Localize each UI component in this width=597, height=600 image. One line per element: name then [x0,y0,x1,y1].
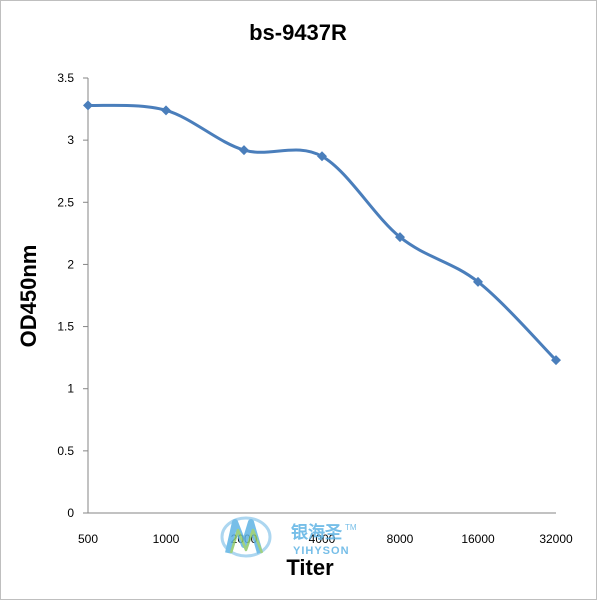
y-tick-label: 0 [67,506,74,520]
x-tick-label: 16000 [461,532,495,546]
data-point-marker [551,355,561,366]
y-tick-label: 2 [67,257,74,271]
data-point-marker [239,145,249,156]
x-tick-label: 8000 [387,532,414,546]
y-tick-label: 3 [67,133,74,147]
x-tick-label: 32000 [539,532,573,546]
plot-area [83,100,561,366]
series-line [87,103,558,362]
data-point-marker [317,151,327,162]
y-tick-label: 0.5 [57,444,74,458]
data-point-marker [473,276,483,287]
y-tick-label: 3.5 [57,71,74,85]
y-tick-label: 2.5 [57,195,74,209]
logo-text-en: YIHYSON [293,545,350,557]
y-tick-label: 1 [67,382,74,396]
data-point-marker [395,232,405,243]
x-tick-label: 1000 [153,532,180,546]
logo-text-cn: 银海圣 [291,522,343,543]
y-axis-title: OD450nm [16,245,41,348]
logo-mark-icon [220,516,272,558]
y-tick-label: 1.5 [57,320,74,334]
y-axis: 0 0.5 1 1.5 2 2.5 3 3.5 [57,71,89,520]
data-point-marker [161,105,171,116]
x-tick-label: 4000 [309,532,336,546]
watermark-logo: 银海圣 YIHYSON TM [220,516,357,558]
data-point-marker [83,100,93,111]
x-tick-label: 500 [78,532,98,546]
logo-tm: TM [345,523,357,532]
y-tick-labels: 0 0.5 1 1.5 2 2.5 3 3.5 [57,71,88,520]
chart-title: bs-9437R [249,20,347,45]
x-axis-title: Titer [286,555,334,580]
